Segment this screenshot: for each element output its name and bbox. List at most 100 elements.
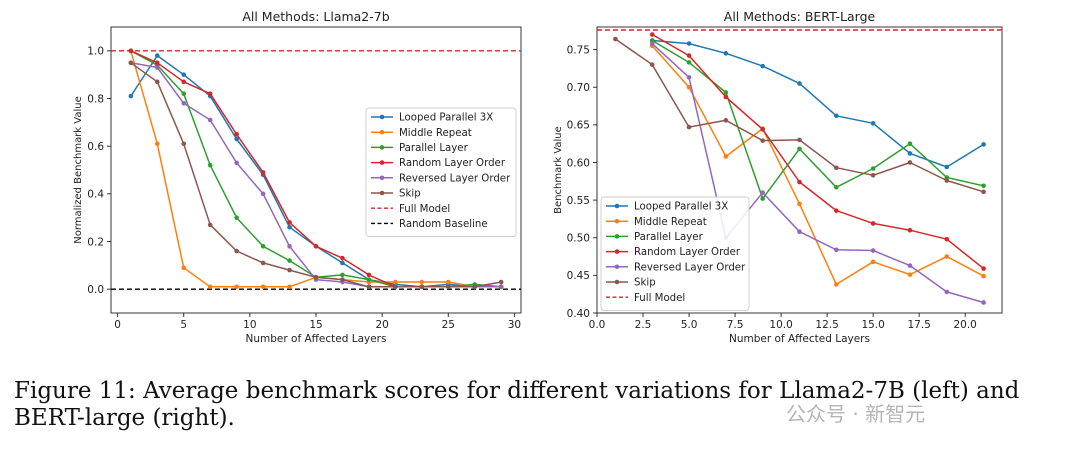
data-point	[366, 272, 372, 278]
legend-entry: Middle Repeat	[606, 217, 707, 228]
data-point	[723, 94, 729, 100]
y-tick-label: 1.0	[87, 46, 104, 58]
series-line	[651, 33, 985, 270]
data-point	[981, 189, 986, 195]
data-point	[287, 284, 292, 290]
data-point	[760, 190, 765, 195]
data-point	[419, 284, 425, 290]
series-skip	[128, 60, 504, 290]
legend-entry: Looped Parallel 3X	[371, 113, 493, 124]
legend-marker	[614, 264, 620, 270]
legend-entry: Reversed Layer Order	[606, 262, 746, 273]
x-axis-label: Number of Affected Layers	[246, 333, 387, 345]
series-line	[614, 38, 984, 193]
data-point	[445, 284, 451, 290]
data-point	[366, 277, 372, 282]
data-point	[686, 84, 692, 90]
data-point	[834, 247, 839, 253]
data-point	[760, 138, 765, 143]
data-point	[797, 179, 802, 185]
data-point	[870, 259, 876, 265]
legend-marker	[614, 203, 620, 209]
y-tick-label: 0.8	[87, 93, 104, 105]
legend-label: Middle Repeat	[399, 128, 472, 139]
chart-title: All Methods: Llama2-7b	[242, 9, 389, 24]
data-point	[234, 215, 239, 220]
data-point	[686, 53, 692, 58]
data-point	[128, 93, 134, 99]
data-point	[234, 160, 239, 166]
data-point	[181, 91, 187, 97]
data-point	[907, 272, 913, 277]
data-point	[207, 117, 213, 123]
legend: Looped Parallel 3X Middle Repeat Parallel …	[365, 107, 517, 238]
legend-entry: Parallel Layer	[371, 143, 469, 154]
series-line	[651, 39, 984, 200]
series-line	[651, 45, 984, 286]
series-skip	[613, 36, 986, 195]
data-point	[907, 227, 913, 233]
x-tick-label: 15.0	[861, 319, 884, 331]
data-point	[760, 127, 765, 132]
data-point	[154, 53, 160, 58]
figure-charts: All Methods: Llama2-7b 0 5 10 15 20 25 30 0.0 0.2…	[73, 9, 1003, 345]
x-tick-label: 5	[180, 319, 187, 331]
data-point	[181, 100, 187, 106]
data-point	[723, 154, 729, 159]
chart-2: All Methods: BERT-Large 0.0 2.5 5.0 7.5 10.0 1…	[553, 9, 1003, 345]
y-axis-label: Normalized Benchmark Value	[73, 96, 84, 244]
x-tick-label: 17.5	[907, 319, 930, 331]
data-point	[649, 32, 655, 37]
data-point	[498, 284, 504, 290]
legend-entry: Skip	[606, 278, 656, 289]
y-tick-label: 0.50	[567, 233, 590, 245]
data-point	[419, 279, 425, 285]
data-point	[260, 191, 266, 197]
data-point	[907, 160, 913, 165]
figure-caption: Figure 11: Average benchmark scores for …	[14, 378, 1020, 431]
series-parallel-layer	[649, 38, 986, 201]
plot-frame	[596, 26, 1003, 314]
data-point	[445, 279, 451, 285]
y-tick-label: 0.75	[567, 44, 590, 56]
data-point	[944, 254, 950, 259]
data-point	[207, 91, 213, 97]
data-point	[760, 63, 765, 69]
series-random-layer-order	[649, 32, 986, 271]
legend-marker	[379, 190, 385, 196]
legend-entry: Random Layer Order	[606, 247, 741, 258]
legend-marker	[614, 249, 620, 254]
data-point	[981, 300, 986, 305]
data-point	[981, 142, 986, 147]
data-point	[613, 36, 618, 42]
data-point	[287, 267, 292, 273]
data-point	[834, 208, 839, 213]
y-tick-label: 0.45	[567, 270, 590, 282]
legend-marker	[379, 114, 385, 120]
data-point	[797, 229, 802, 235]
data-point	[154, 65, 160, 70]
legend: Looped Parallel 3X Middle Repeat Parallel …	[600, 196, 750, 311]
data-point	[181, 141, 187, 147]
x-tick-label: 10.0	[769, 319, 792, 331]
data-point	[207, 162, 213, 168]
legend-label: Full Model	[634, 293, 685, 304]
data-point	[393, 279, 398, 285]
data-point	[870, 221, 876, 226]
y-tick-label: 0.60	[567, 157, 590, 169]
legend-entry: Random Layer Order	[371, 158, 506, 169]
y-tick-label: 0.70	[567, 82, 590, 94]
data-point	[340, 255, 345, 261]
legend-label: Middle Repeat	[634, 217, 707, 228]
data-point	[649, 62, 655, 67]
legend-label: Looped Parallel 3X	[399, 113, 493, 124]
x-tick-label: 25	[442, 319, 455, 331]
legend-entry: Full Model	[371, 204, 450, 215]
data-point	[907, 141, 913, 146]
data-point	[340, 260, 345, 266]
data-point	[797, 81, 802, 86]
data-point	[234, 136, 239, 142]
data-point	[313, 243, 319, 249]
data-point	[154, 141, 160, 147]
legend-marker	[379, 145, 385, 150]
